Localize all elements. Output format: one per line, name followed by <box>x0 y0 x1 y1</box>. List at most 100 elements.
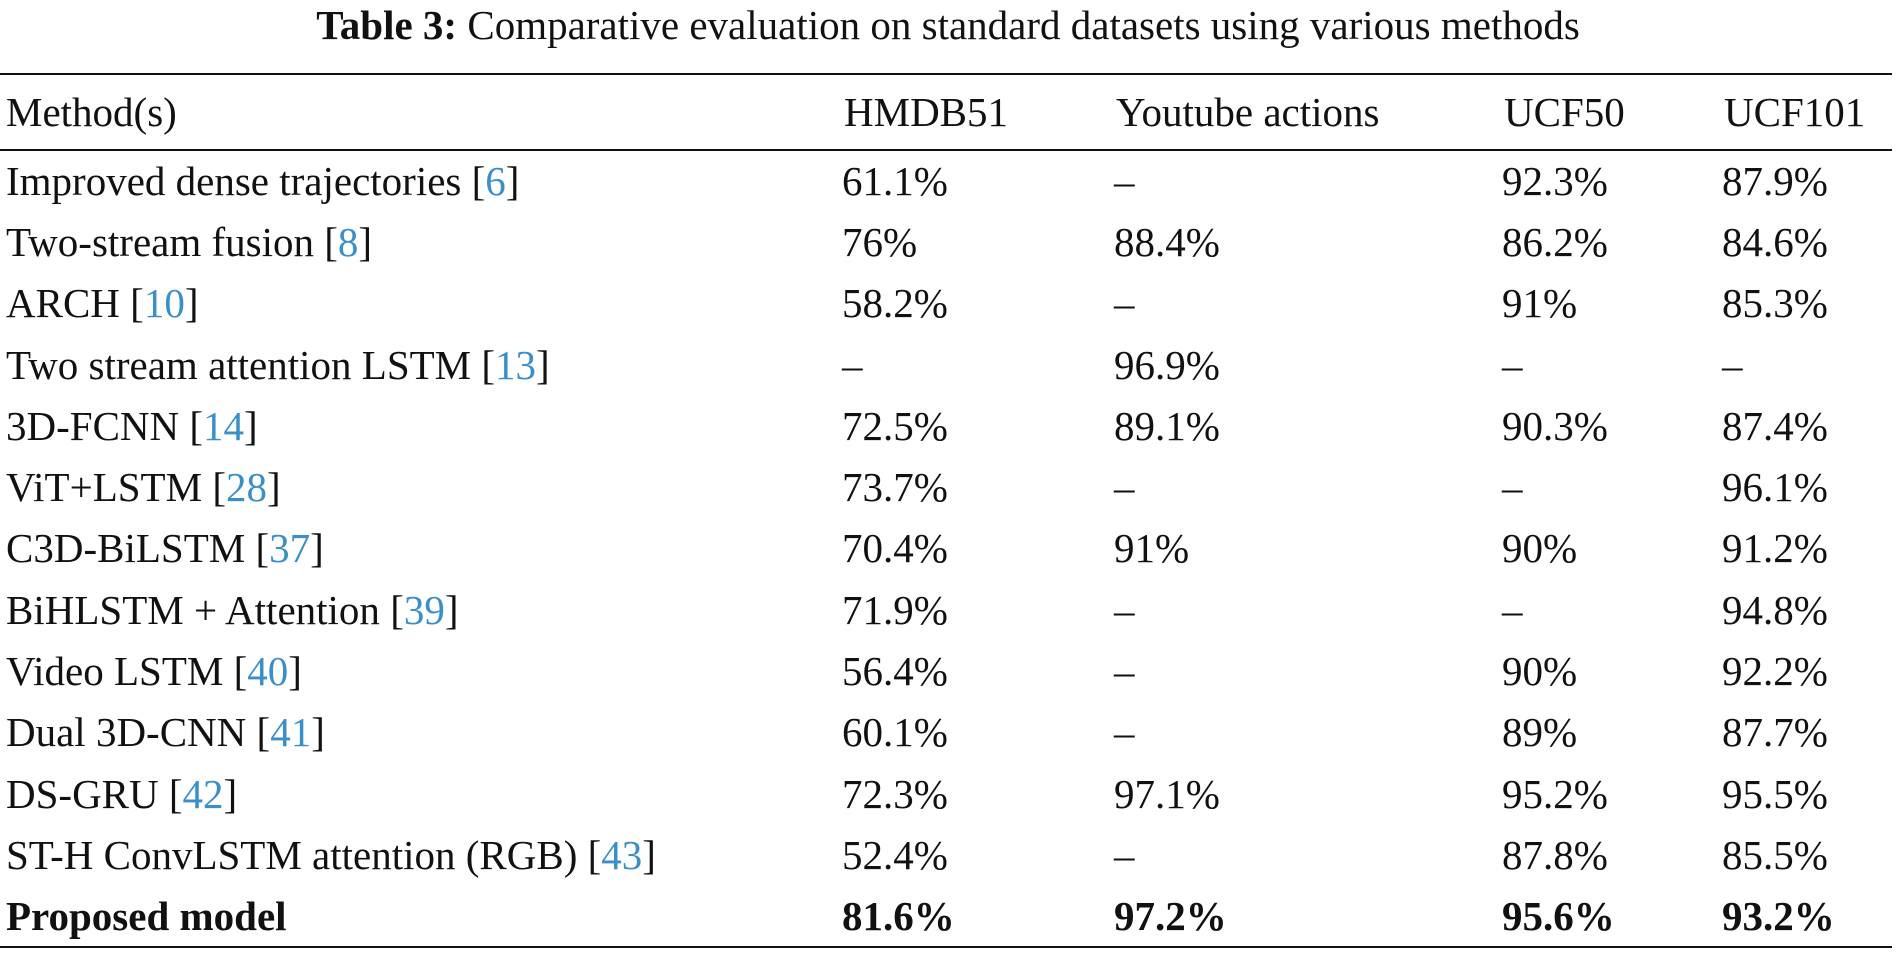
youtube-actions-value: 89.1% <box>1114 402 1220 449</box>
ucf101-value: 91.2% <box>1722 525 1828 572</box>
table-row: ViT+LSTM [28] 73.7% – – 96.1% <box>0 456 1892 517</box>
method-cell: DS-GRU [42] <box>6 770 238 817</box>
youtube-actions-value: – <box>1114 280 1135 327</box>
table-caption-label: Table 3: <box>316 2 458 48</box>
citation-link[interactable]: 28 <box>225 464 267 511</box>
hmdb51-value: 52.4% <box>842 831 948 878</box>
ucf101-value: 95.5% <box>1722 770 1828 817</box>
ucf101-value: – <box>1722 341 1743 388</box>
youtube-actions-value: – <box>1114 709 1135 756</box>
hmdb51-value: 73.7% <box>842 464 948 511</box>
ucf50-value: 90.3% <box>1502 402 1608 449</box>
method-cell: 3D-FCNN [14] <box>6 402 258 449</box>
method-name: Video LSTM <box>6 648 224 695</box>
youtube-actions-value: 88.4% <box>1114 218 1220 265</box>
youtube-actions-value: 91% <box>1114 525 1190 572</box>
method-cell: Dual 3D-CNN [41] <box>6 709 325 756</box>
table-body: Improved dense trajectories [6] 61.1% – 92.… <box>0 150 1892 947</box>
ucf101-value: 92.2% <box>1722 648 1828 695</box>
youtube-actions-value: – <box>1114 648 1135 695</box>
youtube-actions-value: 96.9% <box>1114 341 1220 388</box>
hmdb51-value: 72.3% <box>842 770 948 817</box>
ucf50-value: 91% <box>1502 280 1578 327</box>
ucf101-value: 87.7% <box>1722 709 1828 756</box>
ucf101-value: 87.4% <box>1722 402 1828 449</box>
hmdb51-value: – <box>842 341 863 388</box>
ucf101-value: 96.1% <box>1722 464 1828 511</box>
table-row: C3D-BiLSTM [37] 70.4% 91% 90% 91.2% <box>0 518 1892 579</box>
comparison-table: Method(s) HMDB51 Youtube actions UCF50 U… <box>0 73 1892 948</box>
ucf50-value: 87.8% <box>1502 831 1608 878</box>
method-name: Proposed model <box>6 892 287 939</box>
table-row: DS-GRU [42] 72.3% 97.1% 95.2% 95.5% <box>0 763 1892 824</box>
citation-link[interactable]: 40 <box>247 648 289 695</box>
ucf50-value: 89% <box>1502 709 1578 756</box>
hmdb51-value: 58.2% <box>842 280 948 327</box>
hmdb51-value: 71.9% <box>842 586 948 633</box>
table-row: Improved dense trajectories [6] 61.1% – 92.… <box>0 150 1892 211</box>
table-row: Two stream attention LSTM [13] – 96.9% – – <box>0 334 1892 395</box>
citation-link[interactable]: 10 <box>143 280 185 327</box>
table-row: ST-H ConvLSTM attention (RGB) [43] 52.4% –… <box>0 824 1892 885</box>
citation-link[interactable]: 41 <box>270 709 312 756</box>
ucf101-value: 94.8% <box>1722 586 1828 633</box>
youtube-actions-value: – <box>1114 586 1135 633</box>
citation-link[interactable]: 13 <box>495 341 537 388</box>
table-row: Video LSTM [40] 56.4% – 90% 92.2% <box>0 640 1892 701</box>
ucf50-value: 90% <box>1502 648 1578 695</box>
table-row: 3D-FCNN [14] 72.5% 89.1% 90.3% 87.4% <box>0 395 1892 456</box>
method-cell: Proposed model <box>0 886 838 947</box>
method-name: Two stream attention LSTM <box>6 341 472 388</box>
hmdb51-value: 76% <box>842 218 918 265</box>
method-name: C3D-BiLSTM <box>6 525 246 572</box>
ucf50-value: 95.6% <box>1502 892 1615 939</box>
method-cell: ViT+LSTM [28] <box>6 464 281 511</box>
method-name: ARCH <box>6 280 120 327</box>
table-caption-text: Comparative evaluation on standard datas… <box>467 2 1580 48</box>
table-row: Two-stream fusion [8] 76% 88.4% 86.2% 84.6% <box>0 211 1892 272</box>
method-name: ViT+LSTM <box>6 464 203 511</box>
method-cell: C3D-BiLSTM [37] <box>6 525 324 572</box>
method-name: ST-H ConvLSTM attention (RGB) <box>6 831 578 878</box>
ucf101-value: 84.6% <box>1722 218 1828 265</box>
ucf50-value: – <box>1502 341 1523 388</box>
header-method: Method(s) <box>6 89 177 135</box>
citation-link[interactable]: 42 <box>182 770 224 817</box>
table-header-row: Method(s) HMDB51 Youtube actions UCF50 U… <box>0 74 1892 150</box>
method-cell: ARCH [10] <box>6 280 199 327</box>
citation-link[interactable]: 14 <box>203 402 245 449</box>
method-cell: Two stream attention LSTM [13] <box>6 341 550 388</box>
table-row: Proposed model 81.6% 97.2% 95.6% 93.2% <box>0 886 1892 947</box>
citation-link[interactable]: 43 <box>601 831 643 878</box>
method-name: BiHLSTM + Attention <box>6 586 380 633</box>
hmdb51-value: 70.4% <box>842 525 948 572</box>
youtube-actions-value: – <box>1114 464 1135 511</box>
ucf101-value: 85.5% <box>1722 831 1828 878</box>
citation-link[interactable]: 37 <box>269 525 311 572</box>
header-ucf101: UCF101 <box>1724 89 1866 135</box>
citation-link[interactable]: 6 <box>485 158 506 205</box>
method-name: 3D-FCNN <box>6 402 180 449</box>
citation-link[interactable]: 8 <box>337 218 359 265</box>
method-name: Two-stream fusion <box>6 218 314 265</box>
youtube-actions-value: – <box>1114 831 1135 878</box>
ucf50-value: 92.3% <box>1502 158 1608 205</box>
ucf50-value: – <box>1502 464 1523 511</box>
header-ucf50: UCF50 <box>1504 89 1625 135</box>
hmdb51-value: 72.5% <box>842 402 948 449</box>
table-row: ARCH [10] 58.2% – 91% 85.3% <box>0 273 1892 334</box>
hmdb51-value: 81.6% <box>842 892 955 939</box>
header-youtube-actions: Youtube actions <box>1116 89 1380 135</box>
method-cell: Two-stream fusion [8] <box>6 218 373 265</box>
ucf101-value: 87.9% <box>1722 158 1828 205</box>
youtube-actions-value: 97.1% <box>1114 770 1220 817</box>
hmdb51-value: 61.1% <box>842 158 948 205</box>
method-cell: BiHLSTM + Attention [39] <box>6 586 459 633</box>
hmdb51-value: 56.4% <box>842 648 948 695</box>
method-name: DS-GRU <box>6 770 159 817</box>
method-name: Dual 3D-CNN <box>6 709 247 756</box>
method-cell: Video LSTM [40] <box>6 648 302 695</box>
citation-link[interactable]: 39 <box>403 586 445 633</box>
header-hmdb51: HMDB51 <box>844 89 1009 135</box>
